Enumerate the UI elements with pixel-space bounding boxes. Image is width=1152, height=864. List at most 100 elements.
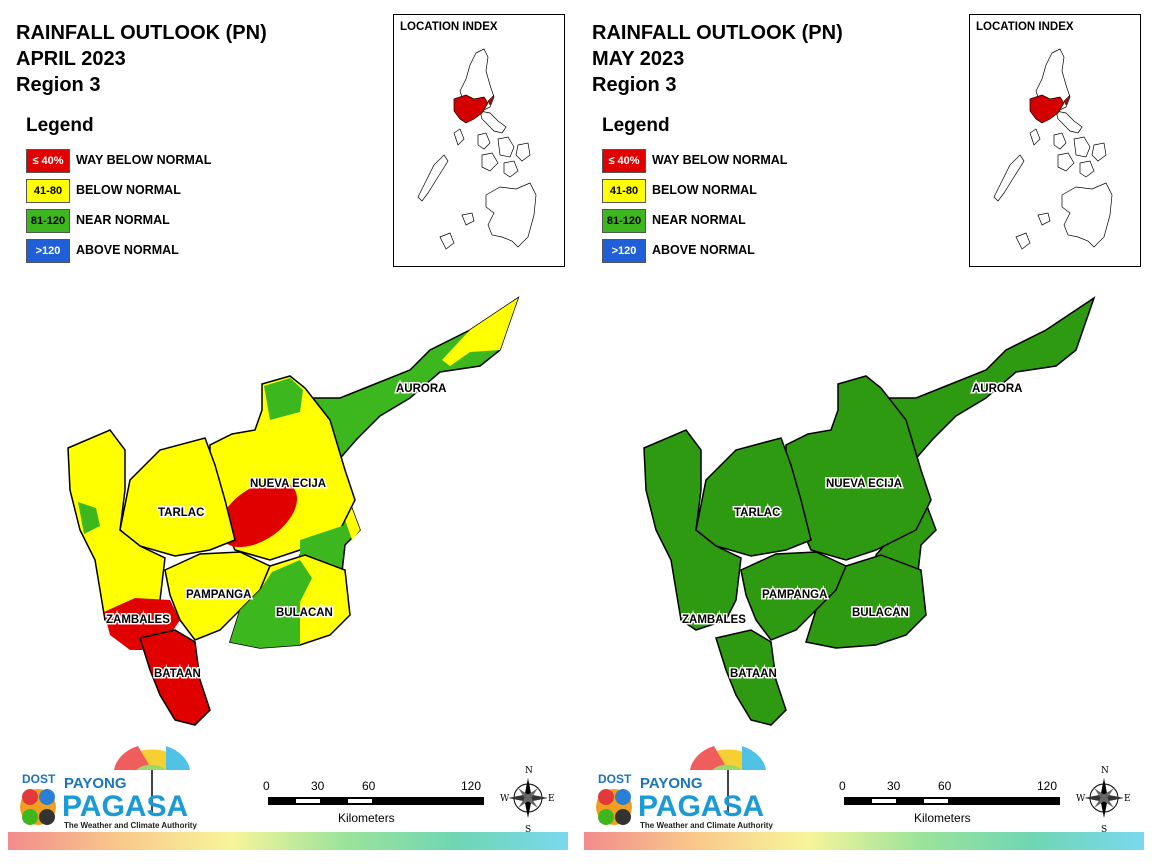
scale-bar: 0 30 60 120 Kilometers [260,775,500,830]
compass-east: E [1124,794,1131,804]
legend: Legend ≤ 40% WAY BELOW NORMAL 41-80 BELO… [602,115,862,269]
dost-text: DOST [598,772,632,786]
legend-swatch: >120 [602,239,646,263]
compass-west: W [500,794,510,804]
pagasa-text: PAGASA [638,790,764,823]
label-tarlac: TARLAC [158,507,204,519]
map-title: RAINFALL OUTLOOK (PN) [16,22,267,44]
may-outlook-panel: RAINFALL OUTLOOK (PN) MAY 2023 Region 3 … [576,0,1152,864]
gradient-footer-bar [584,832,1144,850]
legend-item-near-normal: 81-120 NEAR NORMAL [602,209,862,239]
scale-segment [296,799,320,803]
label-aurora: AURORA [972,383,1022,395]
compass-north: N [525,766,533,776]
scale-tick: 120 [461,779,482,793]
philippines-outline-map [417,48,537,250]
legend-item-near-normal: 81-120 NEAR NORMAL [26,209,286,239]
scale-unit: Kilometers [914,811,971,825]
legend-item-way-below-normal: ≤ 40% WAY BELOW NORMAL [26,149,286,179]
region-3-rainfall-map: AURORA NUEVA ECIJA TARLAC PAMPANGA BULAC… [643,296,1096,726]
scale-unit: Kilometers [338,811,395,825]
compass-east: E [548,794,555,804]
umbrella-logo-icon: DOST PAYONG PAGASA The Weather and Clima… [596,746,773,830]
philippines-outline-map [993,48,1113,250]
legend-label: WAY BELOW NORMAL [652,153,788,167]
label-zambales: ZAMBALES [106,614,170,626]
label-tarlac: TARLAC [734,507,780,519]
scale-tick: 30 [887,779,901,793]
scale-tick: 0 [263,779,270,793]
compass-rose: N S E W [500,762,556,835]
label-zambales: ZAMBALES [682,614,746,626]
compass-icon: N S E W [500,766,555,835]
label-bulacan: BULACAN [276,607,333,619]
legend-swatch: 41-80 [602,179,646,203]
payong-pagasa-logo: DOST PAYONG PAGASA The Weather and Clima… [592,740,792,835]
title-block: RAINFALL OUTLOOK (PN) MAY 2023 Region 3 [592,20,843,98]
legend-item-above-normal: >120 ABOVE NORMAL [26,239,286,269]
location-index-title: LOCATION INDEX [400,21,498,33]
map-month: MAY 2023 [592,48,685,70]
map-month: APRIL 2023 [16,48,126,70]
legend-label: BELOW NORMAL [76,183,181,197]
compass-north: N [1101,766,1109,776]
region-3-highlight [1029,94,1065,124]
tagline-text: The Weather and Climate Authority [640,821,773,830]
umbrella-logo-icon: DOST PAYONG PAGASA The Weather and Clima… [20,746,197,830]
province-bataan [715,629,787,726]
location-index-title: LOCATION INDEX [976,21,1074,33]
province-tarlac [119,437,236,557]
tagline-text: The Weather and Climate Authority [64,821,197,830]
scale-segment [924,799,948,803]
label-aurora: AURORA [396,383,446,395]
scale-tick: 0 [839,779,846,793]
location-index-inset: LOCATION INDEX [393,14,565,267]
label-pampanga: PAMPANGA [762,589,827,601]
legend-swatch: ≤ 40% [602,149,646,173]
scale-segment [872,799,896,803]
label-pampanga: PAMPANGA [186,589,251,601]
scale-tick: 30 [311,779,325,793]
label-nueva-ecija: NUEVA ECIJA [826,478,902,490]
region-3-rainfall-map: AURORA NUEVA ECIJA TARLAC PAMPANGA BULAC… [67,296,520,726]
province-bulacan [805,554,927,649]
legend-label: ABOVE NORMAL [76,243,179,257]
legend-item-below-normal: 41-80 BELOW NORMAL [26,179,286,209]
legend-swatch: ≤ 40% [26,149,70,173]
region-3-highlight [453,94,489,124]
scale-tick: 120 [1037,779,1058,793]
legend-label: NEAR NORMAL [652,213,746,227]
legend-swatch: 81-120 [26,209,70,233]
april-outlook-panel: RAINFALL OUTLOOK (PN) APRIL 2023 Region … [8,14,568,850]
pagasa-text: PAGASA [62,790,188,823]
legend-item-below-normal: 41-80 BELOW NORMAL [602,179,862,209]
compass-west: W [1076,794,1086,804]
label-bulacan: BULACAN [852,607,909,619]
legend-label: BELOW NORMAL [652,183,757,197]
scale-tick: 60 [362,779,376,793]
payong-text: PAYONG [640,775,703,792]
province-bataan [139,629,211,726]
label-nueva-ecija: NUEVA ECIJA [250,478,326,490]
legend-item-above-normal: >120 ABOVE NORMAL [602,239,862,269]
location-index-inset: LOCATION INDEX [969,14,1141,267]
dost-text: DOST [22,772,56,786]
legend-label: WAY BELOW NORMAL [76,153,212,167]
map-title: RAINFALL OUTLOOK (PN) [592,22,843,44]
payong-text: PAYONG [64,775,127,792]
province-nueva-ecija [785,375,932,561]
payong-pagasa-logo: DOST PAYONG PAGASA The Weather and Clima… [16,740,216,835]
map-region: Region 3 [592,74,677,96]
legend-label: NEAR NORMAL [76,213,170,227]
scale-tick: 60 [938,779,952,793]
legend-title: Legend [26,115,94,136]
legend-title: Legend [602,115,670,136]
province-zambales [643,429,742,631]
way-below-normal-zone [218,480,298,548]
map-region: Region 3 [16,74,101,96]
compass-south: S [525,825,531,834]
legend-swatch: 41-80 [26,179,70,203]
gradient-footer-bar [8,832,568,850]
scale-bar-graphic [268,797,484,805]
legend-swatch: 81-120 [602,209,646,233]
